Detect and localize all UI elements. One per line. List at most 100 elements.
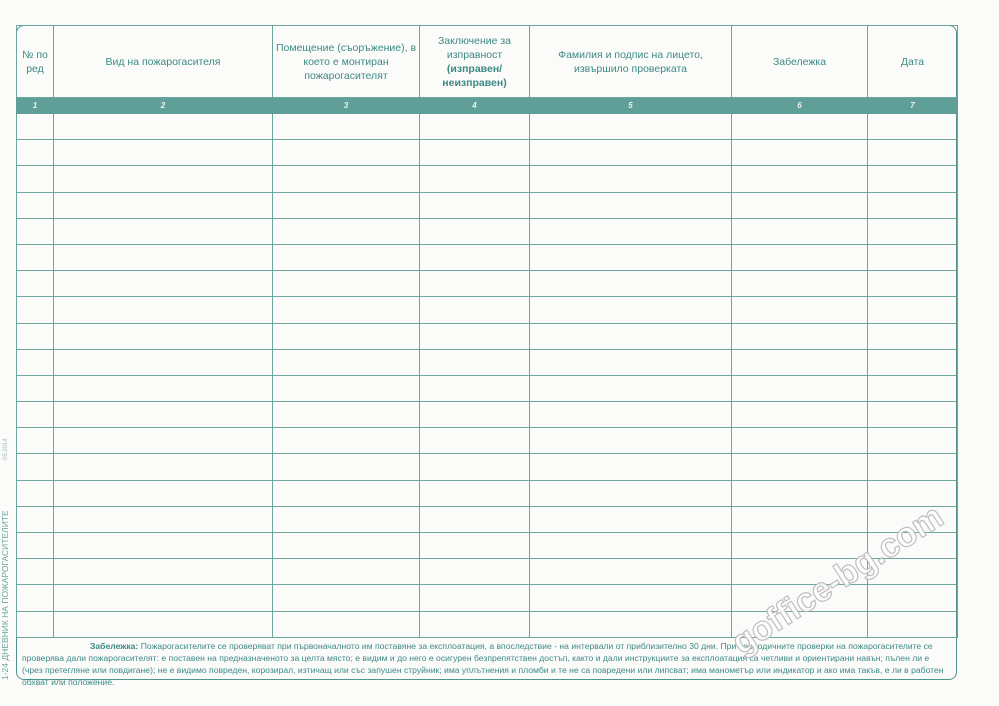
- entry-cell[interactable]: [16, 505, 54, 534]
- entry-cell[interactable]: [731, 139, 868, 167]
- entry-cell[interactable]: [867, 348, 958, 376]
- entry-cell[interactable]: [272, 322, 420, 350]
- entry-cell[interactable]: [16, 558, 54, 586]
- entry-cell[interactable]: [16, 296, 54, 324]
- entry-cell[interactable]: [53, 348, 273, 376]
- entry-cell[interactable]: [419, 558, 530, 586]
- entry-cell[interactable]: [867, 374, 958, 403]
- entry-cell[interactable]: [529, 584, 732, 612]
- entry-cell[interactable]: [731, 322, 868, 350]
- entry-cell[interactable]: [529, 296, 732, 324]
- entry-cell[interactable]: [529, 531, 732, 560]
- entry-cell[interactable]: [53, 217, 273, 245]
- entry-cell[interactable]: [272, 296, 420, 324]
- entry-cell[interactable]: [53, 243, 273, 272]
- entry-cell[interactable]: [53, 165, 273, 193]
- entry-cell[interactable]: [867, 165, 958, 193]
- entry-cell[interactable]: [53, 270, 273, 298]
- entry-cell[interactable]: [272, 584, 420, 612]
- entry-cell[interactable]: [529, 610, 732, 638]
- entry-cell[interactable]: [16, 243, 54, 272]
- entry-cell[interactable]: [867, 139, 958, 167]
- entry-cell[interactable]: [53, 610, 273, 638]
- entry-cell[interactable]: [16, 374, 54, 403]
- entry-cell[interactable]: [419, 505, 530, 534]
- entry-cell[interactable]: [16, 165, 54, 193]
- entry-cell[interactable]: [272, 479, 420, 507]
- entry-cell[interactable]: [419, 296, 530, 324]
- entry-cell[interactable]: [16, 401, 54, 429]
- entry-cell[interactable]: [16, 479, 54, 507]
- entry-cell[interactable]: [731, 165, 868, 193]
- entry-cell[interactable]: [419, 584, 530, 612]
- entry-cell[interactable]: [731, 296, 868, 324]
- entry-cell[interactable]: [731, 479, 868, 507]
- entry-cell[interactable]: [16, 322, 54, 350]
- entry-cell[interactable]: [529, 112, 732, 141]
- entry-cell[interactable]: [272, 112, 420, 141]
- entry-cell[interactable]: [272, 427, 420, 455]
- entry-cell[interactable]: [419, 610, 530, 638]
- entry-cell[interactable]: [272, 348, 420, 376]
- entry-cell[interactable]: [731, 610, 868, 638]
- entry-cell[interactable]: [53, 322, 273, 350]
- entry-cell[interactable]: [419, 165, 530, 193]
- entry-cell[interactable]: [53, 453, 273, 481]
- entry-cell[interactable]: [731, 505, 868, 534]
- entry-cell[interactable]: [272, 401, 420, 429]
- entry-cell[interactable]: [529, 401, 732, 429]
- entry-cell[interactable]: [16, 453, 54, 481]
- entry-cell[interactable]: [867, 401, 958, 429]
- entry-cell[interactable]: [867, 270, 958, 298]
- entry-cell[interactable]: [731, 427, 868, 455]
- entry-cell[interactable]: [16, 531, 54, 560]
- entry-cell[interactable]: [53, 112, 273, 141]
- entry-cell[interactable]: [419, 139, 530, 167]
- entry-cell[interactable]: [867, 191, 958, 219]
- entry-cell[interactable]: [53, 479, 273, 507]
- entry-cell[interactable]: [53, 558, 273, 586]
- entry-cell[interactable]: [16, 270, 54, 298]
- entry-cell[interactable]: [731, 584, 868, 612]
- entry-cell[interactable]: [16, 191, 54, 219]
- entry-cell[interactable]: [53, 531, 273, 560]
- entry-cell[interactable]: [867, 322, 958, 350]
- entry-cell[interactable]: [419, 112, 530, 141]
- entry-cell[interactable]: [867, 610, 958, 638]
- entry-cell[interactable]: [731, 270, 868, 298]
- entry-cell[interactable]: [53, 139, 273, 167]
- entry-cell[interactable]: [529, 270, 732, 298]
- entry-cell[interactable]: [529, 505, 732, 534]
- entry-cell[interactable]: [272, 139, 420, 167]
- entry-cell[interactable]: [272, 610, 420, 638]
- entry-cell[interactable]: [529, 427, 732, 455]
- entry-cell[interactable]: [272, 191, 420, 219]
- entry-cell[interactable]: [867, 217, 958, 245]
- entry-cell[interactable]: [53, 427, 273, 455]
- entry-cell[interactable]: [272, 243, 420, 272]
- entry-cell[interactable]: [731, 217, 868, 245]
- entry-cell[interactable]: [419, 479, 530, 507]
- entry-cell[interactable]: [272, 165, 420, 193]
- entry-cell[interactable]: [529, 348, 732, 376]
- entry-cell[interactable]: [529, 165, 732, 193]
- entry-cell[interactable]: [419, 243, 530, 272]
- entry-cell[interactable]: [529, 322, 732, 350]
- entry-cell[interactable]: [53, 505, 273, 534]
- entry-cell[interactable]: [16, 584, 54, 612]
- entry-cell[interactable]: [272, 558, 420, 586]
- entry-cell[interactable]: [419, 453, 530, 481]
- entry-cell[interactable]: [272, 217, 420, 245]
- entry-cell[interactable]: [529, 243, 732, 272]
- entry-cell[interactable]: [53, 584, 273, 612]
- entry-cell[interactable]: [272, 505, 420, 534]
- entry-cell[interactable]: [16, 348, 54, 376]
- entry-cell[interactable]: [53, 296, 273, 324]
- entry-cell[interactable]: [529, 217, 732, 245]
- entry-cell[interactable]: [529, 191, 732, 219]
- entry-cell[interactable]: [529, 139, 732, 167]
- entry-cell[interactable]: [16, 610, 54, 638]
- entry-cell[interactable]: [867, 243, 958, 272]
- entry-cell[interactable]: [419, 348, 530, 376]
- entry-cell[interactable]: [419, 401, 530, 429]
